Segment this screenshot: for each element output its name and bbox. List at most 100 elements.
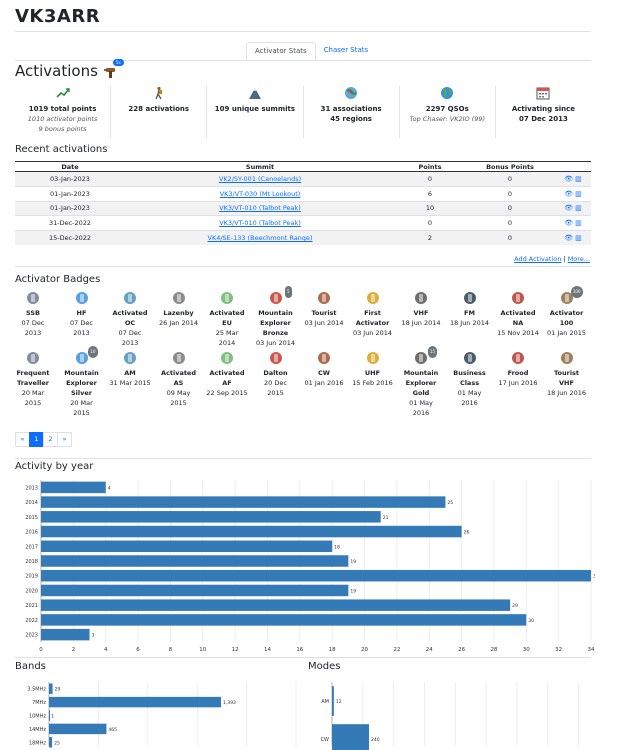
col-date: Date bbox=[15, 161, 125, 172]
badge-item[interactable]: Tourist VHF 18 Jun 2016 bbox=[543, 350, 591, 398]
data-label: 25 bbox=[447, 500, 453, 506]
map-icon[interactable]: ▥ bbox=[575, 204, 582, 213]
badge-item[interactable]: Activated AF 22 Sep 2015 bbox=[203, 350, 251, 398]
badge-item[interactable]: FM 18 Jun 2014 bbox=[446, 290, 494, 328]
stats-summary: 1019 total points 1010 activator points … bbox=[15, 86, 591, 138]
activations-heading: Activations 5x bbox=[15, 59, 124, 80]
cell-bonus: 0 bbox=[465, 171, 555, 187]
badge-count: 5 bbox=[284, 286, 292, 298]
cell-bonus: 0 bbox=[465, 230, 555, 246]
y-tick-label: 2021 bbox=[25, 603, 38, 609]
map-icon[interactable]: ▥ bbox=[575, 219, 582, 228]
view-eye-icon[interactable]: 👁︎ bbox=[564, 219, 574, 228]
badge-name: Activated bbox=[160, 369, 196, 377]
bar bbox=[41, 628, 90, 641]
badge-item[interactable]: UHF 15 Feb 2016 bbox=[349, 350, 397, 388]
view-eye-icon[interactable]: 👁︎ bbox=[564, 234, 574, 243]
badge-name: Activator bbox=[355, 319, 390, 327]
view-eye-icon[interactable]: 👁︎ bbox=[564, 204, 574, 213]
cell-date: 31-Dec-2022 bbox=[15, 215, 125, 231]
map-icon[interactable]: ▥ bbox=[575, 189, 582, 198]
badge-item[interactable]: Business Class 01 May 2016 bbox=[446, 350, 494, 408]
tab-chaser-stats[interactable]: Chaser Stats bbox=[323, 46, 369, 54]
badge-item[interactable]: Activated NA 15 Nov 2014 bbox=[494, 290, 542, 338]
badge-name: VHF bbox=[413, 309, 429, 317]
tab-activator-stats[interactable]: Activator Stats bbox=[246, 42, 316, 61]
view-eye-icon[interactable]: 👁︎ bbox=[564, 189, 574, 198]
page-next[interactable]: » bbox=[57, 432, 72, 447]
badge-item[interactable]: VHF 18 Jun 2014 bbox=[397, 290, 445, 328]
badge-name: Activated bbox=[209, 309, 245, 317]
page-1[interactable]: 1 bbox=[29, 432, 44, 447]
activations-heading-text: Activations bbox=[15, 62, 98, 80]
microphone-icon bbox=[25, 290, 41, 306]
am-icon bbox=[122, 350, 138, 366]
badge-item[interactable]: HF 07 Dec 2013 bbox=[58, 290, 106, 338]
view-eye-icon[interactable]: 👁︎ bbox=[564, 174, 574, 183]
x-tick-label: 14 bbox=[264, 647, 271, 653]
cell-actions: 👁︎ ▥ bbox=[555, 185, 591, 202]
map-icon[interactable]: ▥ bbox=[575, 234, 582, 243]
badge-name: AF bbox=[222, 379, 232, 387]
badge-item[interactable]: 10 Mountain Explorer Silver 20 Mar 2015 bbox=[58, 346, 106, 418]
badge-item[interactable]: Dalton 20 Dec 2015 bbox=[252, 350, 300, 398]
badge-item[interactable]: Activated EU 25 Mar 2014 bbox=[203, 290, 251, 348]
morse-key-icon bbox=[316, 350, 332, 366]
bar bbox=[41, 511, 381, 523]
badge-name: Bronze bbox=[262, 329, 289, 337]
links-separator: | bbox=[563, 255, 566, 263]
map-icon[interactable]: ▥ bbox=[575, 174, 582, 183]
x-tick-label: 12 bbox=[232, 647, 239, 653]
badge-item[interactable]: 15 Mountain Explorer Gold 01 May 2016 bbox=[397, 346, 445, 418]
cell-actions: 👁︎ ▥ bbox=[555, 215, 591, 231]
summit-link[interactable]: VK3/VT-030 (Mt Lookout) bbox=[219, 189, 301, 198]
page-title: VK3ARR bbox=[15, 6, 101, 27]
more-link[interactable]: More... bbox=[567, 255, 590, 263]
badge-date: 25 Mar bbox=[215, 329, 239, 337]
badge-item[interactable]: Frood 17 Jun 2016 bbox=[494, 350, 542, 388]
badge-item[interactable]: 5 Mountain Explorer Bronze 03 Jun 2014 bbox=[252, 286, 300, 348]
stat-value: 2297 QSOs bbox=[425, 105, 469, 113]
stat-unique-summits: 109 unique summits bbox=[207, 86, 304, 138]
badge-date: 17 Jun 2016 bbox=[498, 379, 538, 387]
x-tick-label: 2 bbox=[72, 647, 76, 653]
stat-value: Activating since bbox=[511, 105, 576, 113]
y-tick-label: 18MHz bbox=[29, 740, 46, 746]
traveller-icon bbox=[25, 350, 41, 366]
badge-item[interactable]: CW 01 Jan 2016 bbox=[300, 350, 348, 388]
badge-name: SSB bbox=[25, 309, 41, 317]
badge-name: AS bbox=[173, 379, 184, 387]
badge-item[interactable]: AM 31 Mar 2015 bbox=[106, 350, 154, 388]
summit-link[interactable]: VK2/SY-001 (Canoelands) bbox=[218, 174, 302, 183]
stat-sub: 1010 activator points bbox=[27, 115, 98, 123]
hiker-icon bbox=[152, 86, 166, 100]
badges-pagination: « 1 2 » bbox=[15, 432, 72, 447]
cell-points: 0 bbox=[395, 215, 465, 231]
badge-item[interactable]: Lazenby 26 Jan 2014 bbox=[155, 290, 203, 328]
badge-item[interactable]: Activated OC 07 Dec 2013 bbox=[106, 290, 154, 348]
badge-item[interactable]: First Activator 03 Jun 2014 bbox=[349, 290, 397, 338]
summit-link[interactable]: VK3/VT-010 (Talbot Peak) bbox=[219, 204, 301, 213]
badge-name: Traveller bbox=[16, 379, 50, 387]
page-2[interactable]: 2 bbox=[43, 432, 58, 447]
y-tick-label: 3.5MHz bbox=[27, 687, 46, 693]
section-divider bbox=[15, 266, 591, 267]
col-bonus: Bonus Points bbox=[465, 161, 555, 172]
cell-points: 10 bbox=[395, 200, 465, 216]
badge-item[interactable]: Frequent Traveller 20 Mar 2015 bbox=[9, 350, 57, 408]
add-activation-link[interactable]: Add Activation bbox=[514, 255, 562, 263]
badge-item[interactable]: 100 Activator 100 01 Jan 2015 bbox=[543, 286, 591, 338]
badge-item[interactable]: SSB 07 Dec 2013 bbox=[9, 290, 57, 338]
badge-item[interactable]: Tourist 03 Jun 2014 bbox=[300, 290, 348, 328]
stat-total-points: 1019 total points 1010 activator points … bbox=[15, 86, 112, 138]
badge-date: 18 Jun 2014 bbox=[401, 319, 441, 327]
summit-link[interactable]: VK4/SE-133 (Beechmont Range) bbox=[207, 234, 313, 243]
cell-actions: 👁︎ ▥ bbox=[555, 200, 591, 216]
plane-icon bbox=[462, 350, 478, 366]
badge-item[interactable]: Activated AS 09 May 2015 bbox=[155, 350, 203, 408]
page-prev[interactable]: « bbox=[15, 432, 30, 447]
y-tick-label: 2018 bbox=[25, 559, 38, 565]
summit-link[interactable]: VK3/VT-010 (Talbot Peak) bbox=[219, 219, 301, 228]
bar bbox=[49, 683, 53, 694]
tourist-icon bbox=[316, 290, 332, 306]
